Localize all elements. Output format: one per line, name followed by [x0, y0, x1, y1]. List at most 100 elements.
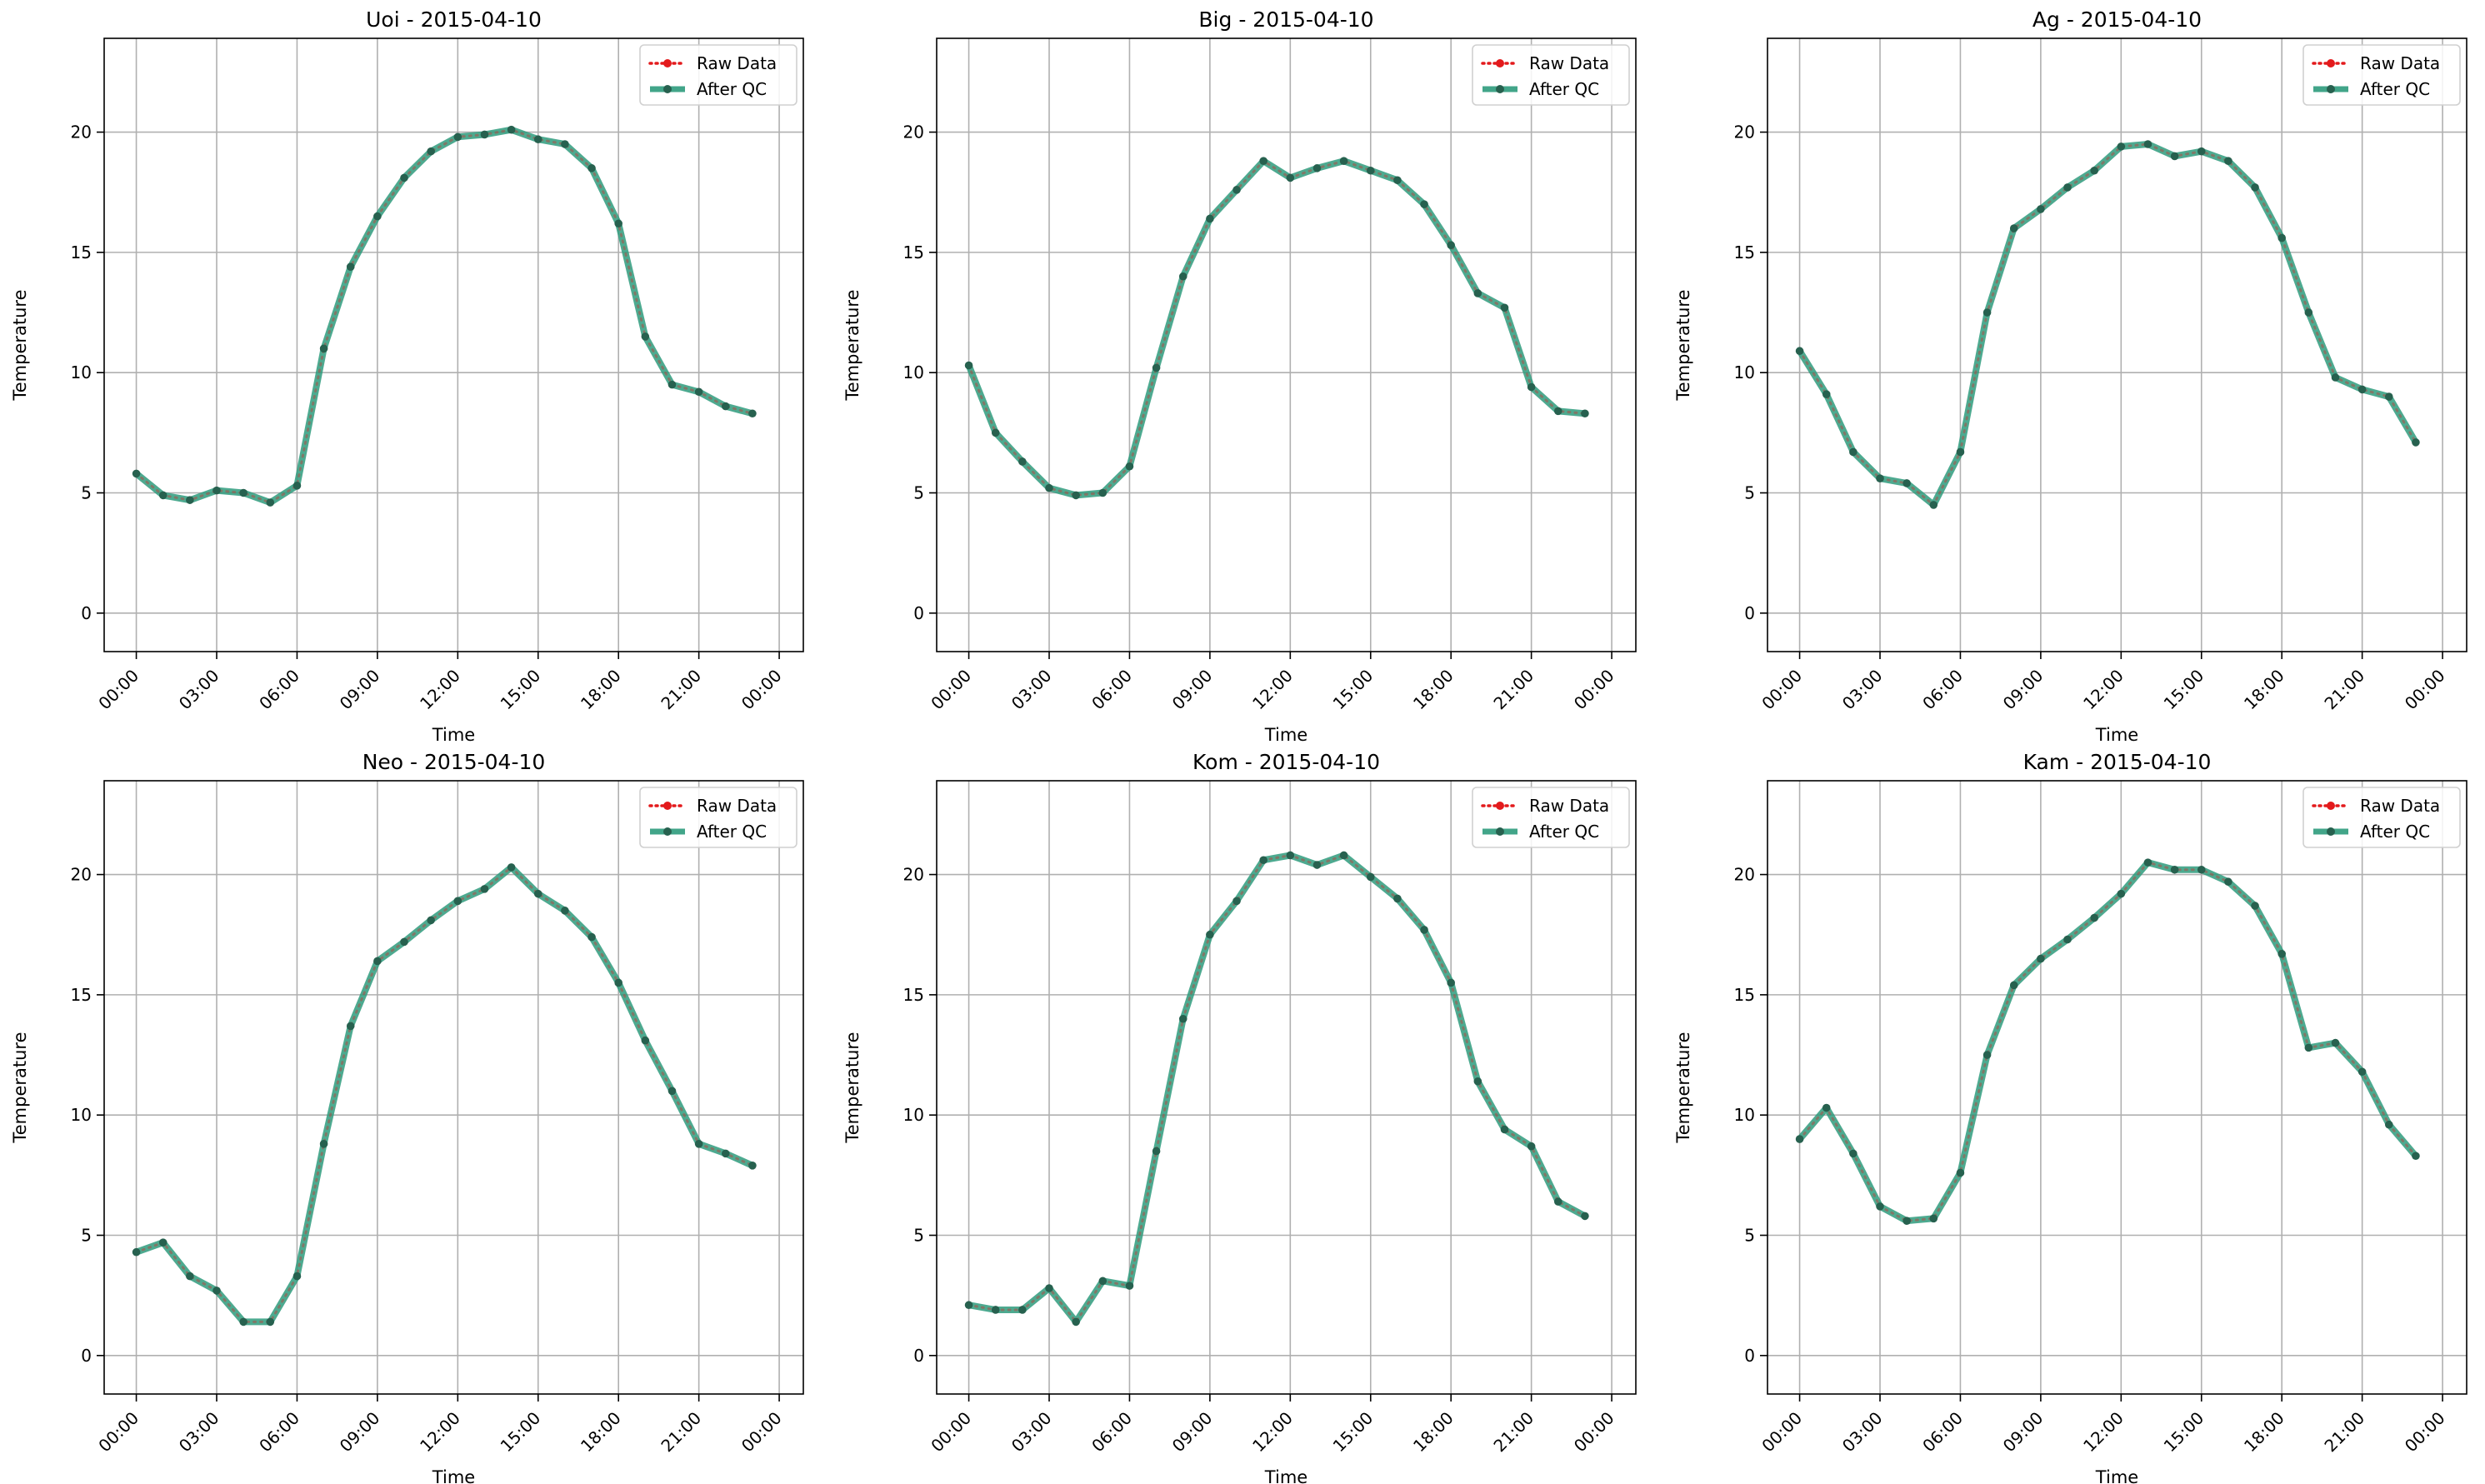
data-point [158, 491, 168, 500]
data-point [132, 469, 141, 478]
data-point [588, 164, 596, 172]
legend-marker-raw-data [663, 59, 672, 67]
data-point [614, 219, 622, 228]
x-tick-label: 18:00 [2240, 666, 2288, 714]
x-tick-label: 09:00 [1168, 666, 1217, 714]
x-tick-label: 21:00 [2320, 666, 2368, 714]
chart-title: Uoi - 2015-04-10 [366, 7, 542, 32]
x-tick-label: 00:00 [1758, 666, 1806, 714]
data-point [1447, 241, 1455, 250]
data-point [2412, 1152, 2420, 1161]
data-point [1581, 409, 1589, 418]
data-point [346, 262, 355, 271]
legend-label-after-qc: After QC [697, 79, 767, 99]
y-axis-label: Temperature [842, 1032, 862, 1143]
data-point [2304, 308, 2313, 317]
legend: Raw Data After QC [2302, 44, 2461, 106]
y-tick-label: 10 [71, 362, 92, 382]
data-point [694, 387, 703, 397]
series-line-raw-data [1798, 142, 2418, 507]
data-point [1206, 930, 1214, 939]
y-tick-label: 10 [1734, 1105, 1755, 1125]
x-tick-label: 03:00 [1008, 1408, 1056, 1457]
data-point [1045, 483, 1053, 492]
series-line-after-qc [132, 126, 756, 507]
grid-lines [937, 38, 1636, 652]
data-point [427, 147, 435, 156]
data-point [2090, 166, 2098, 175]
data-point [1795, 1135, 1804, 1143]
data-point [1178, 1014, 1188, 1023]
x-tick-label: 18:00 [1409, 1408, 1458, 1457]
x-tick-label: 15:00 [497, 666, 545, 714]
data-point [1849, 1149, 1858, 1158]
x-axis-label: Time [2095, 1467, 2138, 1484]
series-line-raw-data [968, 159, 1587, 497]
chart-title: Neo - 2015-04-10 [362, 750, 546, 774]
x-tick-label: 03:00 [175, 666, 223, 714]
legend-marker-raw-data [663, 802, 672, 810]
data-point [212, 1287, 221, 1295]
axes-frame [936, 37, 1637, 652]
chart-panel-6: 00:00 03:00 06:00 09:00 12:00 15:00 18:00 21:00… [1673, 750, 2468, 1484]
data-point [186, 496, 194, 504]
x-tick-label: 18:00 [1409, 666, 1458, 714]
data-point [2331, 1038, 2340, 1047]
data-points [132, 863, 757, 1327]
axes-frame [936, 780, 1637, 1395]
x-tick-label: 12:00 [2079, 1408, 2128, 1457]
x-tick-label: 09:00 [1168, 1408, 1217, 1457]
y-tick-label: 0 [913, 603, 924, 623]
data-point [1420, 926, 1428, 934]
x-tick-label: 06:00 [1088, 1408, 1136, 1457]
x-axis-label: Time [2095, 725, 2138, 745]
chart-title: Kam - 2015-04-10 [2023, 750, 2212, 774]
data-point [588, 932, 596, 942]
legend: Raw Data After QC [1472, 44, 1630, 106]
data-point [1849, 447, 1858, 457]
data-point [1581, 1212, 1589, 1221]
data-point [964, 1301, 973, 1310]
legend-marker-raw-data [1496, 802, 1504, 810]
data-point [1018, 1306, 1027, 1314]
data-point [1982, 308, 1992, 317]
data-point [400, 937, 408, 947]
data-point [1500, 303, 1509, 312]
legend-label-after-qc: After QC [1529, 79, 1599, 99]
x-tick-label: 15:00 [2160, 666, 2208, 714]
x-tick-label: 09:00 [336, 1408, 384, 1457]
data-point [2412, 438, 2420, 447]
series-line-after-qc [965, 852, 1588, 1326]
data-point [964, 361, 973, 370]
x-axis-label: Time [1264, 1467, 1308, 1484]
data-point [641, 1036, 650, 1045]
data-point [1259, 856, 1268, 865]
axes-frame [1767, 780, 2468, 1395]
data-point [1125, 1282, 1134, 1290]
data-point [373, 212, 382, 221]
x-tick-label: 06:00 [1918, 1408, 1967, 1457]
legend-marker-after-qc [1496, 827, 1504, 836]
data-point [453, 897, 462, 906]
legend: Raw Data After QC [1472, 787, 1630, 848]
chart-title: Kom - 2015-04-10 [1192, 750, 1380, 774]
chart-panel-3: 00:00 03:00 06:00 09:00 12:00 15:00 18:00 21:00… [1673, 7, 2468, 745]
data-point [186, 1272, 194, 1281]
data-point [373, 957, 382, 966]
data-point [641, 332, 650, 341]
x-tick-label: 03:00 [1838, 666, 1887, 714]
series-line-raw-data [968, 853, 1587, 1324]
data-point [2224, 157, 2232, 165]
series-line-after-qc [1796, 141, 2419, 508]
legend-marker-after-qc [2327, 85, 2335, 93]
data-point [991, 1306, 1000, 1314]
data-point [1366, 872, 1375, 882]
series-line-raw-data [135, 128, 754, 504]
legend-label-raw-data: Raw Data [2360, 53, 2440, 73]
data-points [1795, 140, 2420, 509]
y-tick-label: 20 [71, 865, 92, 885]
y-tick-label: 20 [1734, 122, 1755, 142]
data-point [1822, 390, 1831, 398]
y-tick-label: 15 [1734, 985, 1755, 1005]
x-tick-label: 15:00 [2160, 1408, 2208, 1457]
